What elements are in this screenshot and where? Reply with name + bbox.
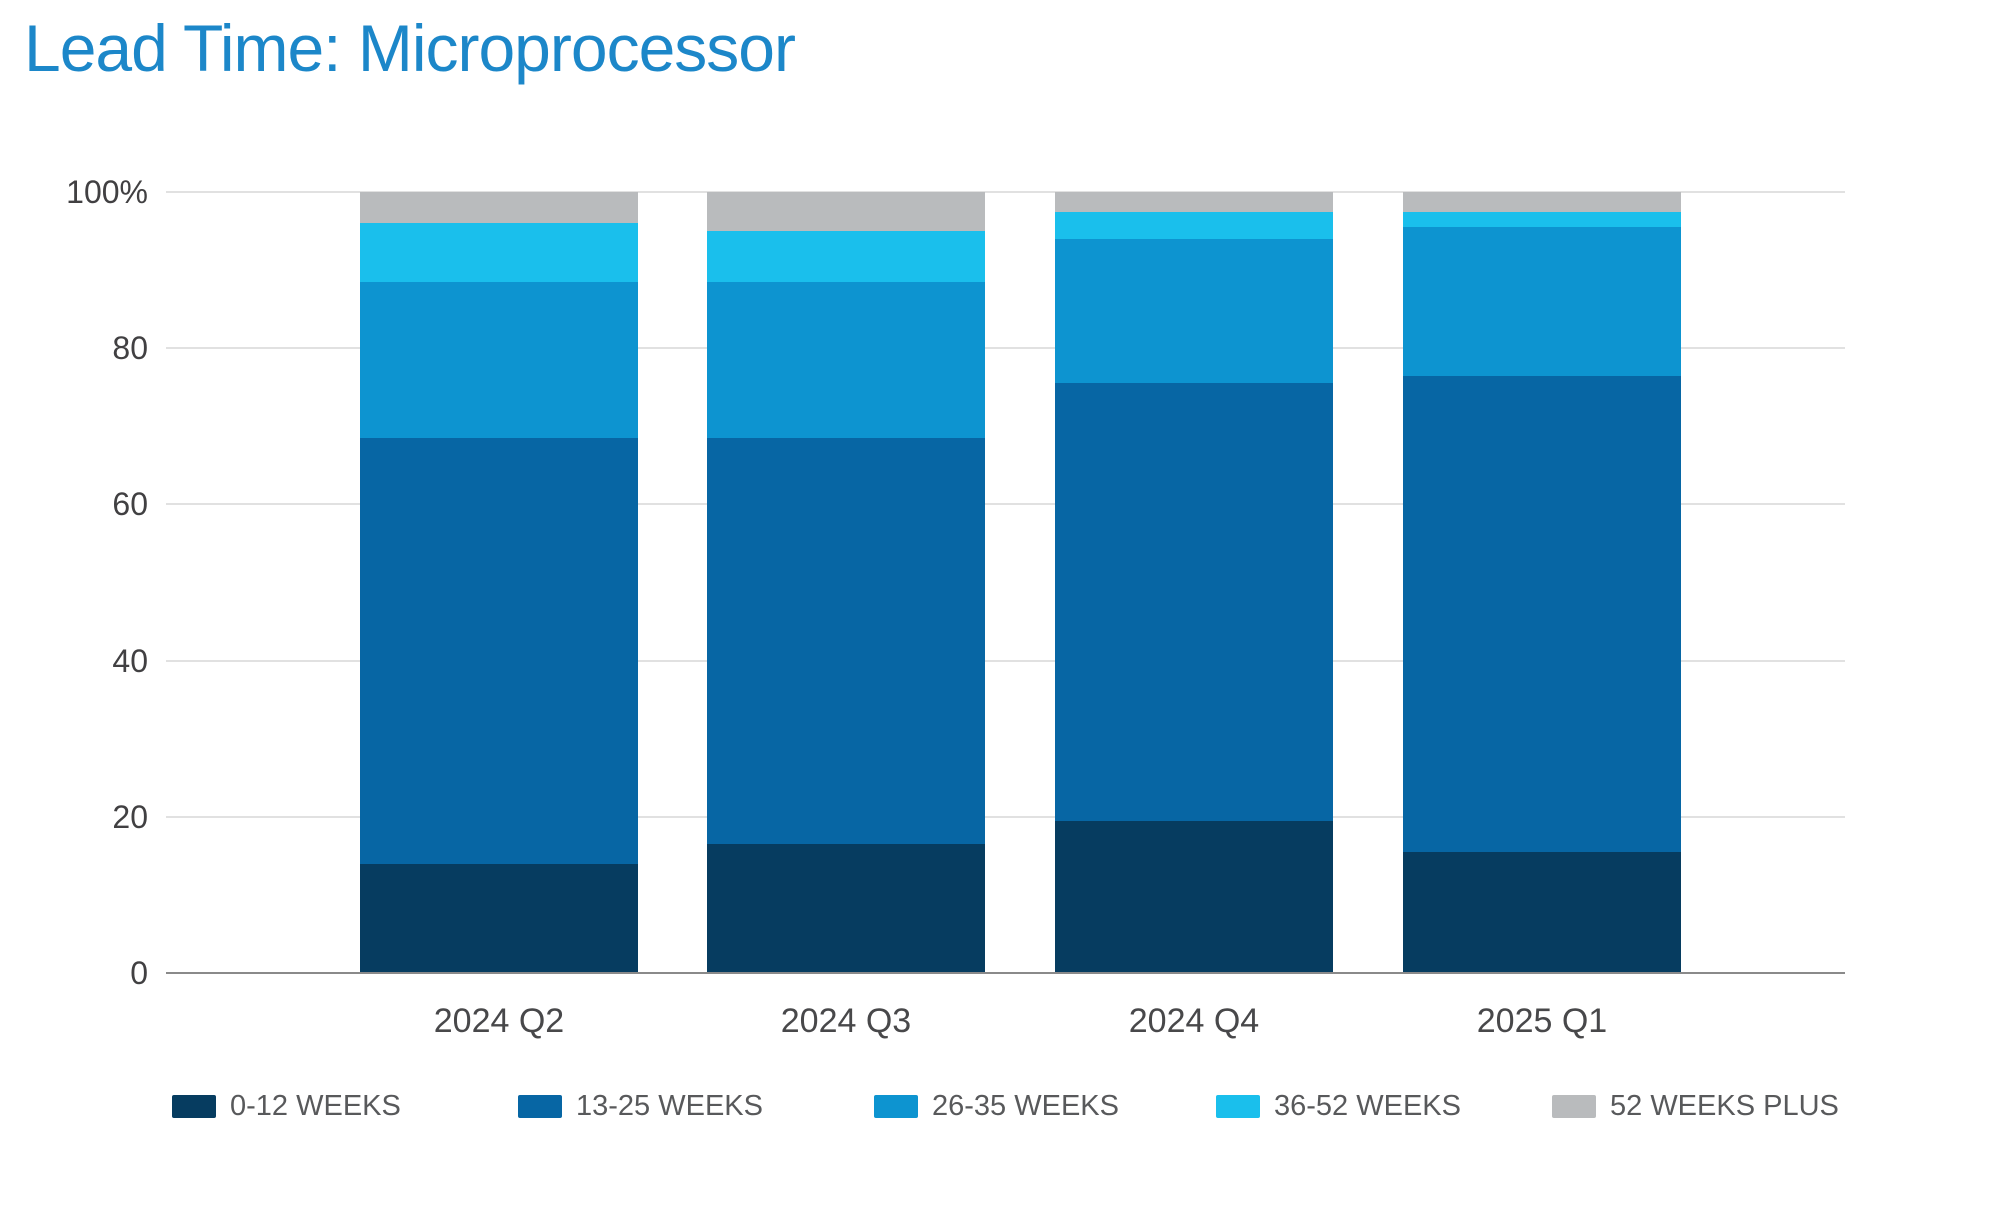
x-tick-label-2024-q4: 2024 Q4: [1128, 1002, 1260, 1040]
gridline-40: [166, 659, 1845, 662]
legend-swatch-26-35-weeks: [874, 1095, 918, 1118]
legend-swatch-36-52-weeks: [1216, 1095, 1260, 1118]
legend-swatch-13-25-weeks: [518, 1095, 562, 1118]
legend-swatch-0-12-weeks: [172, 1095, 216, 1118]
bar-2024-q4: [1055, 192, 1333, 973]
legend-item-52-weeks-plus[interactable]: 52 WEEKS PLUS: [1552, 1092, 1839, 1121]
y-tick-label-80: 80: [112, 330, 148, 367]
bar-segment-2024-q3-26-35-weeks[interactable]: [707, 281, 985, 439]
bar-segment-2024-q4-13-25-weeks[interactable]: [1055, 383, 1333, 821]
bar-segment-2024-q3-36-52-weeks[interactable]: [707, 231, 985, 282]
y-tick-label-60: 60: [112, 486, 148, 523]
bar-segment-2024-q4-26-35-weeks[interactable]: [1055, 238, 1333, 384]
bar-segment-2024-q2-13-25-weeks[interactable]: [360, 438, 638, 864]
bar-segment-2024-q2-52-weeks-plus[interactable]: [360, 192, 638, 224]
bar-segment-2024-q4-52-weeks-plus[interactable]: [1055, 192, 1333, 212]
bar-segment-2025-q1-36-52-weeks[interactable]: [1403, 211, 1681, 228]
gridline-20: [166, 815, 1845, 818]
legend-item-26-35-weeks[interactable]: 26-35 WEEKS: [874, 1092, 1119, 1121]
bar-segment-2024-q3-0-12-weeks[interactable]: [707, 844, 985, 973]
bar-2025-q1: [1403, 192, 1681, 973]
bar-segment-2024-q4-0-12-weeks[interactable]: [1055, 820, 1333, 973]
bar-segment-2024-q4-36-52-weeks[interactable]: [1055, 211, 1333, 239]
legend-item-36-52-weeks[interactable]: 36-52 WEEKS: [1216, 1092, 1461, 1121]
bar-segment-2024-q3-52-weeks-plus[interactable]: [707, 192, 985, 232]
x-axis-baseline: [166, 972, 1845, 974]
bar-segment-2024-q2-26-35-weeks[interactable]: [360, 281, 638, 439]
legend-item-0-12-weeks[interactable]: 0-12 WEEKS: [172, 1092, 401, 1121]
bar-segment-2024-q3-13-25-weeks[interactable]: [707, 438, 985, 845]
legend-label-0-12-weeks: 0-12 WEEKS: [230, 1090, 401, 1122]
bar-segment-2025-q1-13-25-weeks[interactable]: [1403, 375, 1681, 852]
legend-label-26-35-weeks: 26-35 WEEKS: [932, 1090, 1119, 1122]
y-tick-label-20: 20: [112, 798, 148, 835]
chart-title: Lead Time: Microprocessor: [24, 11, 796, 85]
legend-swatch-52-weeks-plus: [1552, 1095, 1596, 1118]
bar-segment-2025-q1-0-12-weeks[interactable]: [1403, 851, 1681, 973]
bar-segment-2024-q2-0-12-weeks[interactable]: [360, 863, 638, 973]
gridline-80: [166, 347, 1845, 350]
x-tick-label-2024-q3: 2024 Q3: [780, 1002, 912, 1040]
y-tick-label-100: 100%: [66, 174, 148, 210]
y-tick-label-40: 40: [112, 642, 148, 679]
bar-segment-2024-q2-36-52-weeks[interactable]: [360, 223, 638, 282]
gridline-60: [166, 503, 1845, 506]
gridline-100: [166, 191, 1845, 193]
x-tick-label-2025-q1: 2025 Q1: [1476, 1002, 1608, 1040]
legend-item-13-25-weeks[interactable]: 13-25 WEEKS: [518, 1092, 763, 1121]
y-tick-label-0: 0: [130, 955, 148, 991]
bar-segment-2025-q1-52-weeks-plus[interactable]: [1403, 192, 1681, 212]
bar-2024-q2: [360, 192, 638, 973]
legend-label-36-52-weeks: 36-52 WEEKS: [1274, 1090, 1461, 1122]
bar-2024-q3: [707, 192, 985, 973]
legend-label-13-25-weeks: 13-25 WEEKS: [576, 1090, 763, 1122]
bar-segment-2025-q1-26-35-weeks[interactable]: [1403, 227, 1681, 376]
x-tick-label-2024-q2: 2024 Q2: [433, 1002, 565, 1040]
legend-label-52-weeks-plus: 52 WEEKS PLUS: [1610, 1090, 1839, 1122]
